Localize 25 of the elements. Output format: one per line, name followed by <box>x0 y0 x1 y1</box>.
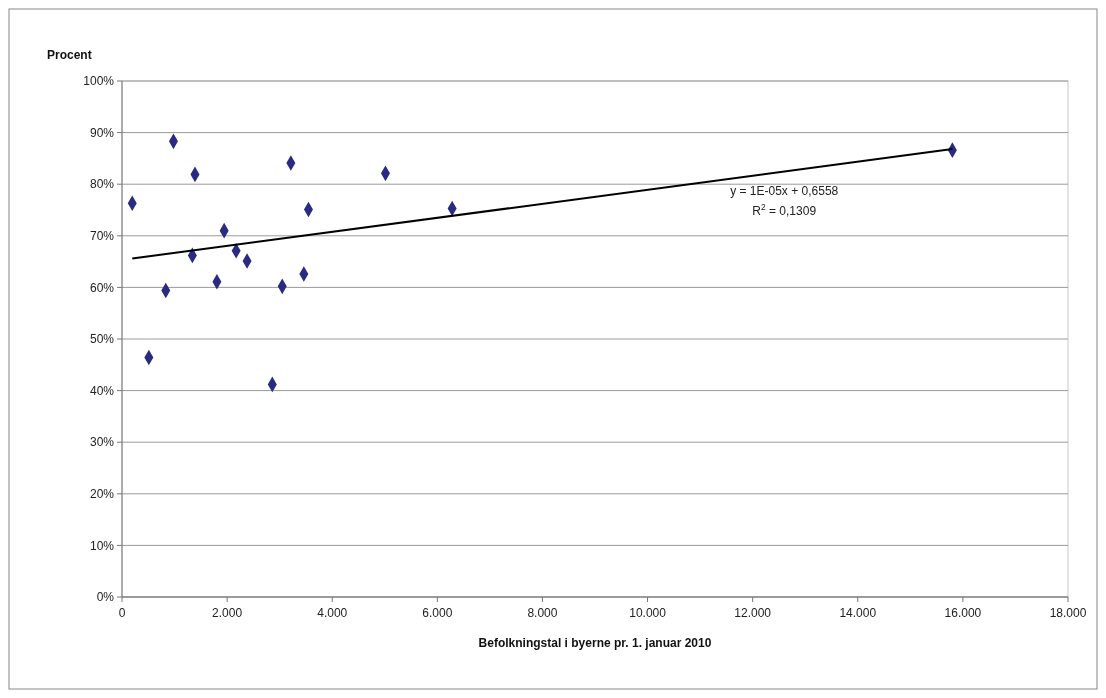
annotation: R$^{2}$ = 0,1309 <box>752 201 817 218</box>
y-tick-label: 60% <box>89 280 115 295</box>
y-tick-label: 50% <box>89 332 115 347</box>
x-tick-label: 4.000 <box>317 606 348 620</box>
x-tick-label: 0 <box>118 606 126 620</box>
y-tick-label: 30% <box>89 435 115 450</box>
y-tick-label: 80% <box>89 177 115 192</box>
y-tick-label: 70% <box>89 229 115 243</box>
x-tick-label: 10.000 <box>629 606 667 620</box>
y-tick-label: 20% <box>89 487 115 501</box>
x-tick-label: 2.000 <box>212 606 243 620</box>
y-axis-title: Procent <box>47 48 92 62</box>
y-tick-label: 100% <box>83 74 115 89</box>
x-tick-label: 14.000 <box>839 606 877 620</box>
y-tick-label: 10% <box>89 538 115 553</box>
x-tick-label: 8.000 <box>527 606 558 620</box>
x-tick-label: 12.000 <box>734 606 772 620</box>
y-tick-label: 40% <box>89 383 115 398</box>
x-tick-label: 18.000 <box>1049 606 1087 620</box>
x-tick-label: 16.000 <box>944 606 982 620</box>
annotation: y = 1E-05x + 0,6558 <box>730 183 839 198</box>
x-tick-label: 6.000 <box>422 606 453 620</box>
x-axis-title: Befolkningstal i byerne pr. 1. januar 2010 <box>478 636 712 650</box>
y-tick-label: 0% <box>96 590 115 605</box>
y-tick-label: 90% <box>89 125 115 140</box>
